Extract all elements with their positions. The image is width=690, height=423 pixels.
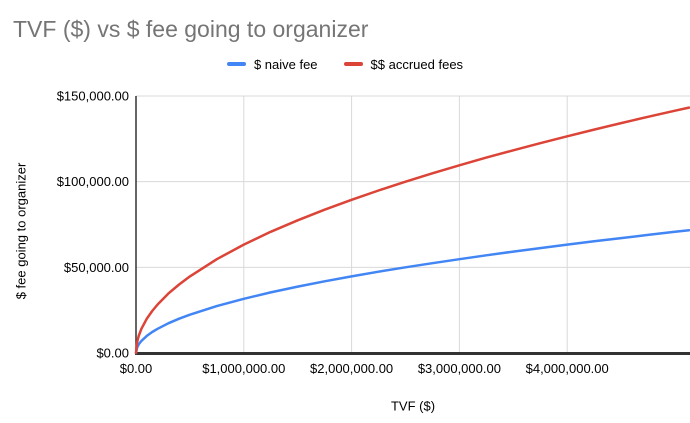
chart-title: TVF ($) vs $ fee going to organizer xyxy=(13,16,369,42)
x-tick-label: $1,000,000.00 xyxy=(202,361,285,376)
series-line xyxy=(134,229,690,355)
x-tick-label: $4,000,000.00 xyxy=(526,361,609,376)
legend-swatch-icon xyxy=(226,62,246,66)
x-axis-title: TVF ($) xyxy=(390,398,436,414)
x-tick-label: $3,000,000.00 xyxy=(418,361,501,376)
legend: $ naive fee $$ accrued fees xyxy=(0,55,690,73)
y-tick-label: $0.00 xyxy=(96,346,129,361)
legend-item: $$ accrued fees xyxy=(343,56,464,72)
series-line xyxy=(134,106,690,355)
x-tick-label: $0.00 xyxy=(120,361,153,376)
legend-label: $ naive fee xyxy=(253,56,318,72)
y-tick-label: $150,000.00 xyxy=(57,89,129,104)
legend-item: $ naive fee xyxy=(226,56,318,72)
legend-label: $$ accrued fees xyxy=(370,56,464,72)
y-tick-label: $50,000.00 xyxy=(64,260,129,275)
legend-swatch-icon xyxy=(343,62,363,66)
x-tick-label: $2,000,000.00 xyxy=(310,361,393,376)
y-tick-label: $100,000.00 xyxy=(57,174,129,189)
y-axis-title: $ fee going to organizer xyxy=(13,162,29,300)
